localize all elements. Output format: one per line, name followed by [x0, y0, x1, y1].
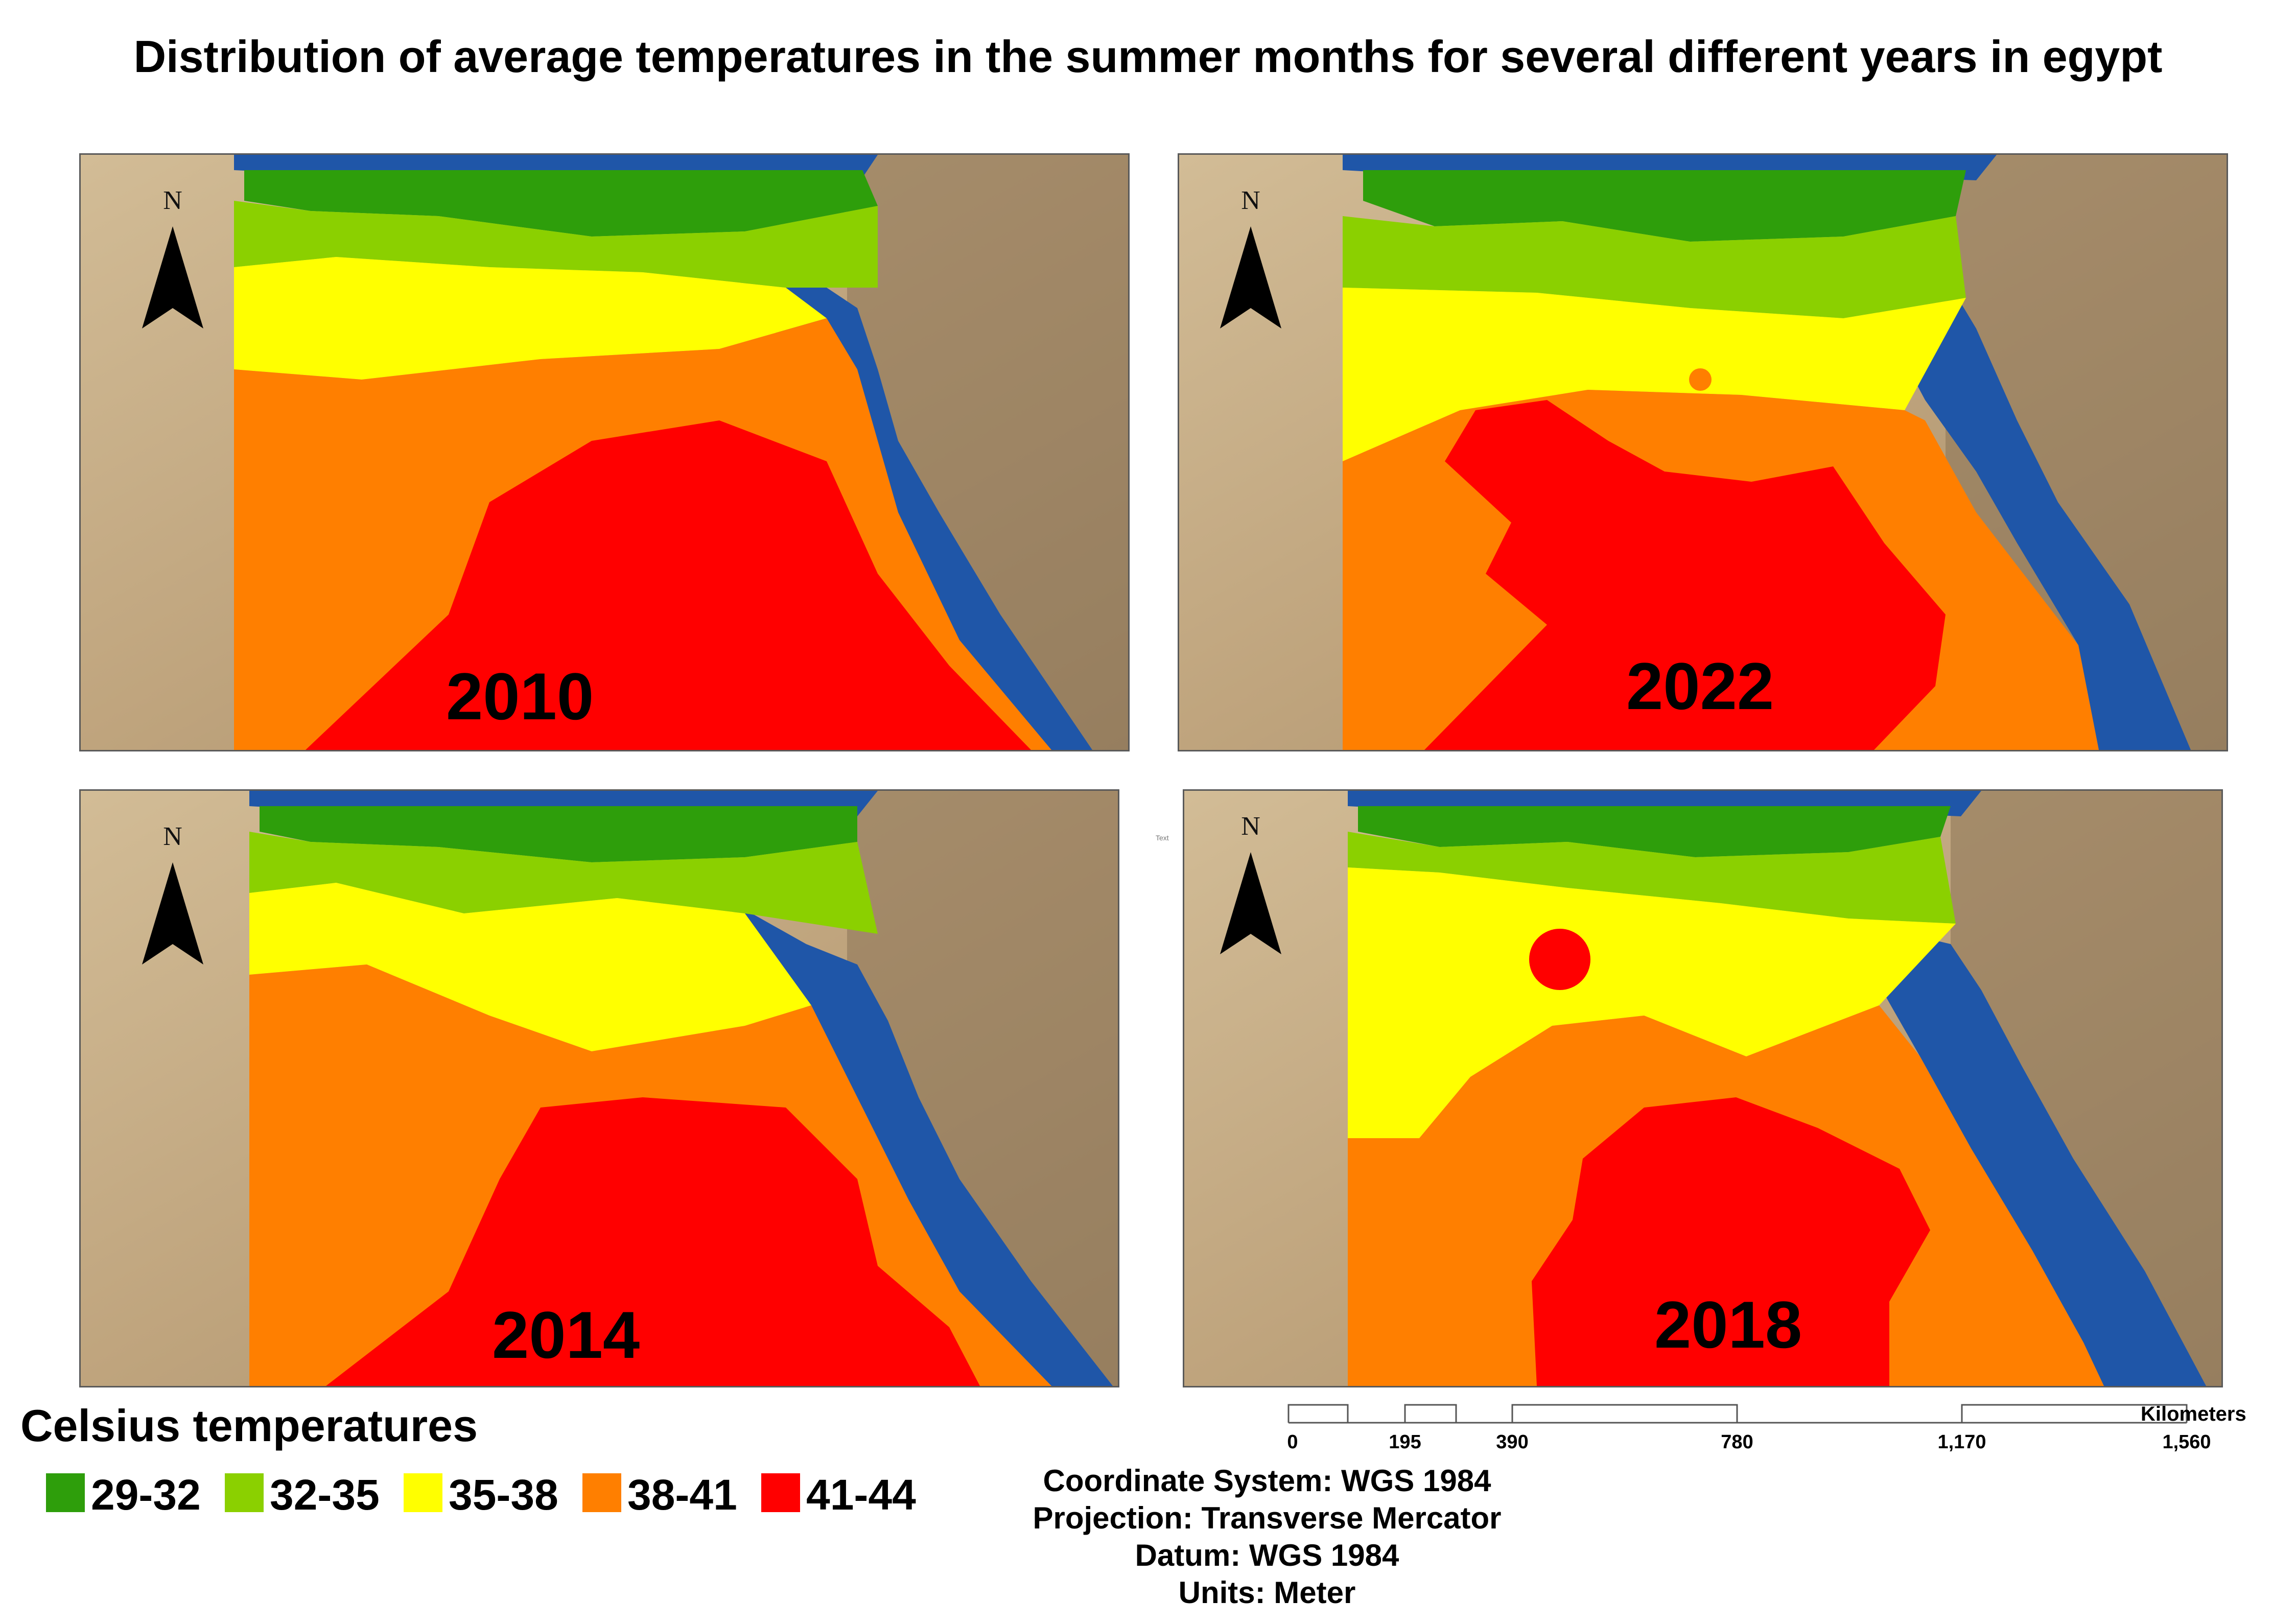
zone-29-32 [1363, 170, 1966, 242]
zone-32-35 [1348, 832, 1956, 924]
north-arrow-icon [142, 862, 203, 964]
units: Units: Meter [1178, 1575, 1356, 1610]
legend-swatch [582, 1473, 621, 1512]
temperature-map [81, 155, 1128, 750]
legend-title: Celsius temperatures [20, 1400, 478, 1451]
hot-spot [1689, 368, 1712, 391]
zone-29-32 [1358, 806, 1951, 857]
zone-35-38 [1348, 867, 1956, 1138]
north-label: N [1241, 186, 1260, 215]
legend-label: 32-35 [270, 1471, 380, 1519]
legend-label: 41-44 [806, 1471, 916, 1519]
zone-35-38 [1343, 288, 1966, 461]
scale-tick: 780 [1721, 1431, 1753, 1453]
legend-label: 35-38 [449, 1471, 558, 1519]
scale-bar: 0 195 390 780 1,170 1,560 Kilometers [1287, 1390, 2289, 1461]
zone-41-44 [306, 420, 1031, 750]
scale-tick: 0 [1287, 1431, 1298, 1453]
zone-35-38 [249, 883, 811, 1051]
north-label: N [163, 822, 182, 851]
north-arrow-icon [142, 226, 203, 328]
scale-tick: 1,560 [2162, 1431, 2211, 1453]
zone-35-38 [234, 257, 827, 380]
datum: Datum: WGS 1984 [1135, 1538, 1399, 1572]
zone-32-35 [1343, 216, 1966, 318]
scale-tick: 1,170 [1937, 1431, 1986, 1453]
year-label-2014: 2014 [492, 1298, 640, 1372]
zone-32-35 [249, 832, 878, 934]
legend: 29-32 32-35 35-38 38-41 41-44 [46, 1470, 966, 1521]
scale-tick: 390 [1496, 1431, 1529, 1453]
north-label: N [163, 186, 182, 215]
coordinate-system: Coordinate System: WGS 1984 [1043, 1464, 1491, 1498]
zone-41-44 [1424, 400, 1946, 750]
legend-swatch [46, 1473, 85, 1512]
red-sea [1843, 252, 2191, 750]
scale-unit-label: Kilometers [2141, 1403, 2246, 1425]
legend-label: 29-32 [91, 1471, 201, 1519]
zone-32-35 [234, 201, 878, 288]
north-label: N [1241, 812, 1260, 841]
scale-tick: 195 [1389, 1431, 1421, 1453]
map-panel-2018: N 2018 [1183, 789, 2223, 1387]
scale-bar-graphic [1287, 1404, 2188, 1424]
zone-29-32 [244, 170, 878, 237]
legend-swatch [404, 1473, 442, 1512]
red-sea [1843, 919, 2206, 1386]
map-panel-2014: N 2014 [79, 789, 1119, 1387]
north-arrow: N [1215, 811, 1286, 964]
map-info: Coordinate System: WGS 1984 Projection: … [960, 1462, 1574, 1611]
north-arrow: N [137, 821, 208, 975]
map-title: Distribution of average temperatures in … [133, 31, 2163, 82]
map-panel-2022: N 2022 [1178, 153, 2228, 751]
placeholder-text: Text [1156, 834, 1169, 842]
legend-label: 38-41 [627, 1471, 737, 1519]
zone-41-44 [1532, 1097, 1930, 1386]
north-arrow: N [137, 185, 208, 339]
north-arrow-icon [1220, 852, 1281, 954]
north-arrow-icon [1220, 226, 1281, 328]
north-arrow: N [1215, 185, 1286, 339]
year-label-2018: 2018 [1654, 1287, 1802, 1362]
red-sea [724, 898, 1113, 1386]
legend-swatch [225, 1473, 264, 1512]
projection: Projection: Transverse Mercator [1033, 1501, 1502, 1535]
map-panel-2010: N 2010 [79, 153, 1130, 751]
temperature-map [81, 791, 1118, 1386]
legend-swatch [761, 1473, 800, 1512]
zone-41-44 [326, 1097, 980, 1386]
temperature-map [1184, 791, 2221, 1386]
hot-spot [1529, 929, 1590, 990]
temperature-map [1179, 155, 2227, 750]
year-label-2010: 2010 [446, 659, 594, 734]
year-label-2022: 2022 [1626, 649, 1774, 723]
zone-29-32 [260, 806, 857, 862]
